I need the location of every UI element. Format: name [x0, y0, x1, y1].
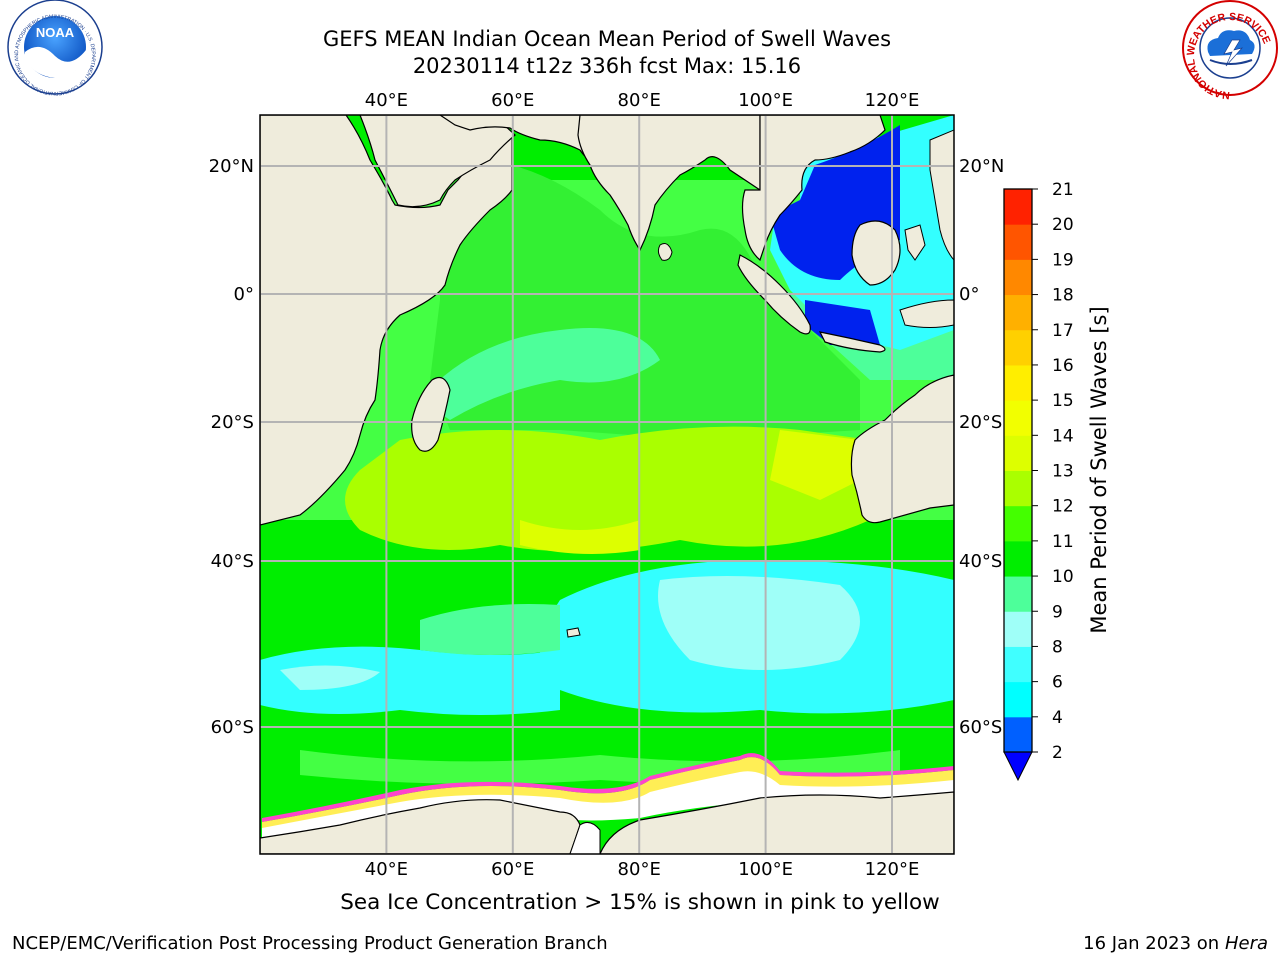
field-cyan-pale	[658, 576, 860, 670]
land-sri-lanka	[657, 243, 673, 261]
lon-label-bottom: 60°E	[491, 859, 534, 880]
colorbar-tick-label: 11	[1052, 532, 1074, 552]
colorbar-segment	[1004, 716, 1032, 753]
sea-ice-white	[262, 771, 954, 840]
colorbar-tick-label: 21	[1052, 180, 1074, 200]
colorbar-segment	[1004, 189, 1032, 225]
sea-ice-yellow	[262, 757, 954, 832]
colorbar-tick-label: 12	[1052, 497, 1074, 517]
colorbar-segment	[1004, 611, 1032, 647]
lat-label-left: 40°S	[211, 551, 254, 572]
lat-label-right: 20°N	[959, 156, 1004, 177]
colorbar-tick-label: 20	[1052, 215, 1074, 235]
lat-label-left: 20°N	[209, 156, 254, 177]
land-philippines	[929, 129, 954, 261]
colorbar-tick-label: 18	[1052, 286, 1074, 306]
colorbar-segment	[1004, 329, 1032, 366]
map-area	[260, 115, 954, 854]
lat-labels-left: 20°N 0° 20°S 40°S 60°S	[209, 156, 254, 738]
colorbar-segment	[1004, 540, 1032, 577]
colorbar-tick-label: 15	[1052, 391, 1074, 411]
field-aqua-tongue	[420, 328, 660, 420]
colorbar-segment	[1004, 400, 1032, 436]
lat-label-right: 0°	[959, 284, 979, 305]
field-cyan-west	[260, 646, 560, 715]
lat-label-right: 40°S	[959, 551, 1002, 572]
colorbar-tick-label: 9	[1052, 602, 1063, 622]
lat-label-right: 60°S	[959, 717, 1002, 738]
colorbar-segment	[1004, 576, 1032, 612]
lon-labels-bottom: 40°E 60°E 80°E 100°E 120°E	[365, 859, 920, 880]
noaa-logo: NOAA NATIONAL OCEANIC AND ATMOSPHERIC AD…	[0, 0, 103, 96]
chart-title: GEFS MEAN Indian Ocean Mean Period of Sw…	[322, 27, 892, 51]
lon-label-top: 100°E	[738, 90, 793, 111]
colorbar-tick-label: 4	[1052, 708, 1063, 728]
lon-label-top: 120°E	[865, 90, 920, 111]
lon-label-top: 60°E	[491, 90, 534, 111]
lat-label-left: 60°S	[211, 717, 254, 738]
colorbar-tick-label: 17	[1052, 321, 1074, 341]
land-lesser-sunda	[899, 299, 954, 328]
colorbar-tick-label: 16	[1052, 356, 1074, 376]
colorbar-tick-label: 13	[1052, 462, 1074, 482]
field-cyan-west-pale	[280, 665, 380, 690]
land-madagascar	[411, 377, 451, 452]
colorbar-segment	[1004, 470, 1032, 507]
lon-label-bottom: 100°E	[738, 859, 793, 880]
colorbar-segment	[1004, 646, 1032, 683]
lat-label-left: 20°S	[211, 412, 254, 433]
colorbar: 2 4 6 8 9 10 11 12 13 14 15 16 17 18 19 20 21	[1003, 180, 1074, 782]
colorbar-segment	[1004, 681, 1032, 718]
colorbar-tick-label: 6	[1052, 673, 1063, 693]
graticule	[260, 115, 954, 854]
lon-labels-top: 40°E 60°E 80°E 100°E 120°E	[365, 90, 920, 111]
colorbar-tick-label: 19	[1052, 250, 1074, 270]
field-subtropical	[345, 426, 870, 552]
nws-logo: NATIONAL WEATHER SERVICE	[1182, 0, 1278, 101]
lon-label-top: 80°E	[618, 90, 661, 111]
footer-date-text: 16 Jan 2023 on	[1083, 933, 1220, 954]
field-yellow-patch	[770, 430, 860, 500]
colorbar-tick-label: 2	[1052, 743, 1063, 763]
map-frame	[259, 114, 955, 855]
land-sulawesi	[904, 224, 926, 261]
colorbar-tick-label: 10	[1052, 567, 1074, 587]
colorbar-extend-arrow	[1003, 751, 1033, 782]
footer-credit: NCEP/EMC/Verification Post Processing Pr…	[12, 933, 608, 954]
field-yellow-band	[520, 520, 640, 554]
colorbar-tick-label: 14	[1052, 426, 1074, 446]
lon-label-bottom: 80°E	[618, 859, 661, 880]
land-se-asia	[741, 115, 886, 262]
lat-label-right: 20°S	[959, 412, 1002, 433]
land-india	[577, 115, 761, 252]
colorbar-segment	[1004, 259, 1032, 296]
footer-date: 16 Jan 2023 on Hera	[1083, 933, 1268, 954]
land-java	[818, 331, 886, 353]
colorbar-segment	[1004, 224, 1032, 260]
land-kerguelen	[566, 627, 581, 638]
colorbar-label: Mean Period of Swell Waves [s]	[1087, 306, 1111, 633]
footer-machine: Hera	[1224, 933, 1268, 954]
colorbar-segment	[1004, 364, 1032, 401]
field-aqua-south	[420, 604, 560, 655]
lon-label-top: 40°E	[365, 90, 408, 111]
chart-subtitle: 20230114 t12z 336h fcst Max: 15.16	[412, 54, 802, 78]
lon-label-bottom: 40°E	[365, 859, 408, 880]
colorbar-tick-label: 8	[1052, 637, 1063, 657]
noaa-logo-text: NOAA	[36, 25, 75, 40]
sea-ice-note: Sea Ice Concentration > 15% is shown in …	[340, 890, 940, 915]
colorbar-segment	[1004, 294, 1032, 331]
lon-label-bottom: 120°E	[865, 859, 920, 880]
lat-label-left: 0°	[234, 284, 254, 305]
lat-labels-right: 20°N 0° 20°S 40°S 60°S	[959, 156, 1004, 738]
land-australia	[850, 374, 954, 524]
colorbar-segment	[1004, 435, 1032, 471]
amery-ice-shelf	[569, 821, 601, 854]
colorbar-segment	[1004, 505, 1032, 542]
